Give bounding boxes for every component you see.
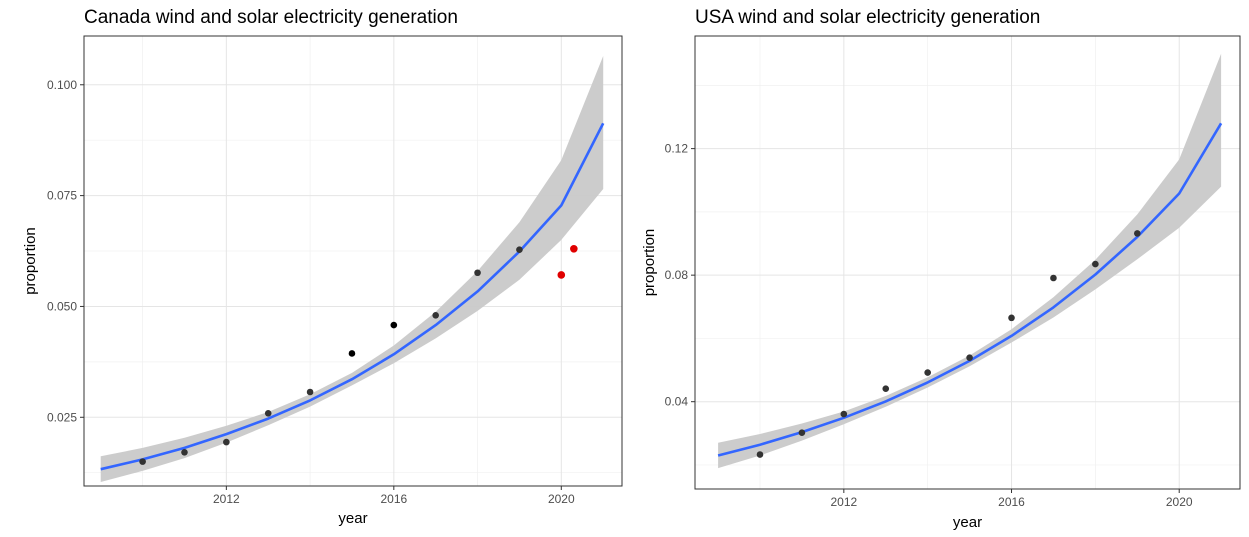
canada-data-point (516, 246, 523, 253)
canada-data-point (432, 312, 439, 319)
canada-plot-background (84, 36, 622, 486)
canada-x-tick-label: 2016 (380, 492, 407, 506)
canada-y-tick-label: 0.025 (47, 410, 77, 424)
canada-highlight-point (557, 271, 566, 279)
canada-data-point (306, 388, 314, 396)
canada-y-tick-label: 0.100 (47, 78, 77, 92)
canada-x-tick-label: 2020 (548, 492, 575, 506)
canada-data-point (390, 321, 398, 329)
canada-x-axis-title: year (338, 510, 367, 527)
usa-data-point (1050, 274, 1057, 282)
usa-x-tick-label: 2020 (1166, 495, 1193, 509)
usa-panel-border (694, 35, 1241, 490)
usa-y-tick-label: 0.04 (665, 395, 689, 409)
canada-chart-title: Canada wind and solar electricity genera… (84, 7, 458, 28)
usa-data-point (1008, 314, 1015, 322)
usa-data-point (840, 410, 848, 418)
usa-y-axis-title: proportion (641, 229, 658, 297)
canada-y-axis-title: proportion (22, 227, 39, 295)
usa-y-tick-label: 0.08 (665, 268, 689, 282)
usa-x-axis-title: year (953, 514, 982, 531)
canada-panel-border (83, 35, 623, 487)
usa-chart-title: USA wind and solar electricity generatio… (695, 7, 1040, 28)
usa-data-point (756, 451, 764, 458)
canada-y-tick-label: 0.075 (47, 189, 77, 203)
usa-confidence-band (718, 53, 1222, 469)
usa-data-point (882, 385, 890, 393)
usa-y-tick-label: 0.12 (665, 142, 689, 156)
canada-plot-content (100, 56, 605, 482)
canada-data-point (223, 438, 230, 446)
canada-data-point (474, 269, 481, 277)
canada-data-point (139, 458, 146, 465)
canada-chart-panel: 2012 2016 2020 0.025 0.050 0.075 0.100 Canada w… (22, 7, 623, 527)
canada-y-tick-label: 0.050 (47, 299, 77, 313)
canada-gridlines (84, 36, 622, 486)
usa-data-point (798, 429, 806, 436)
usa-x-tick-label: 2016 (998, 495, 1025, 509)
usa-data-point (924, 369, 931, 376)
canada-data-point (348, 350, 356, 357)
usa-x-tick-label: 2012 (830, 495, 857, 509)
usa-data-point (966, 354, 973, 362)
usa-data-point (1092, 260, 1099, 268)
canada-data-point (181, 449, 188, 456)
canada-x-tick-label: 2012 (213, 492, 240, 506)
usa-plot-background (695, 36, 1240, 489)
canada-data-point (264, 409, 272, 417)
usa-chart-panel: 2012 2016 2020 0.04 0.08 0.12 USA wind and sol… (641, 7, 1241, 531)
usa-data-point (1133, 230, 1141, 237)
usa-plot-content (717, 53, 1223, 469)
canada-highlight-point (570, 245, 578, 253)
